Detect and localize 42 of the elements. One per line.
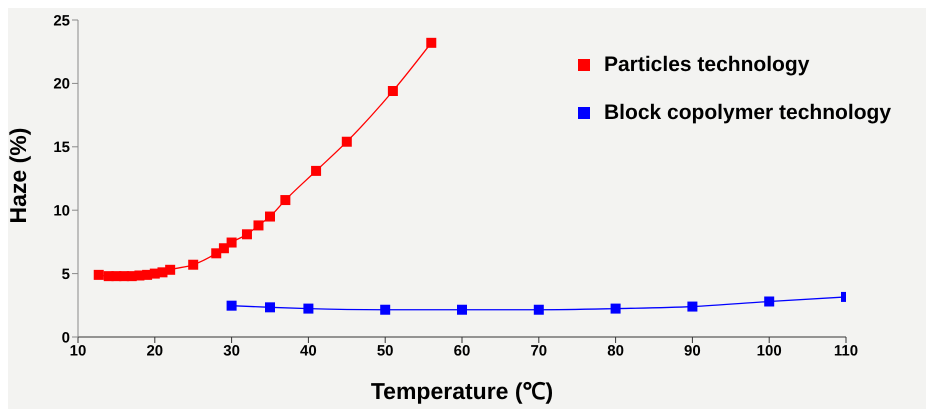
legend-label: Block copolymer technology [604,101,892,125]
x-tick-label: 100 [756,342,782,360]
legend-label: Particles technology [604,53,810,77]
point [764,296,774,306]
x-tick-label: 30 [223,342,240,360]
y-tick-label: 10 [53,202,70,220]
y-tick-label: 15 [53,139,70,156]
point [534,304,544,315]
x-tick-label: 60 [454,342,470,360]
y-tick-label: 5 [62,266,70,283]
point [253,220,264,230]
x-tick-label: 70 [530,342,548,360]
x-tick-label: 20 [146,342,164,360]
y-axis-title: Haze (%) [5,128,32,224]
point [687,302,698,312]
x-tick-label: 110 [834,342,858,360]
x-tick-label: 40 [300,342,317,360]
point [380,304,390,315]
point [188,260,198,270]
point [165,264,176,275]
point [426,38,436,48]
point [226,238,237,248]
x-axis-title: Temperature (℃) [370,378,554,404]
y-tick-label: 25 [53,12,70,30]
x-tick-label: 90 [684,342,701,360]
point [342,136,352,147]
point [242,229,252,240]
point [311,166,322,176]
point [265,302,275,312]
x-tick-label: 50 [376,342,394,360]
point [265,212,275,222]
point [388,86,398,96]
point [610,304,621,314]
point [94,270,104,280]
point [211,248,222,258]
point [226,300,237,311]
point [280,195,290,206]
point [303,304,314,314]
y-tick-label: 20 [53,76,70,93]
x-tick-label: 80 [607,342,624,360]
y-tick-label: 0 [62,329,70,346]
point [457,304,467,315]
